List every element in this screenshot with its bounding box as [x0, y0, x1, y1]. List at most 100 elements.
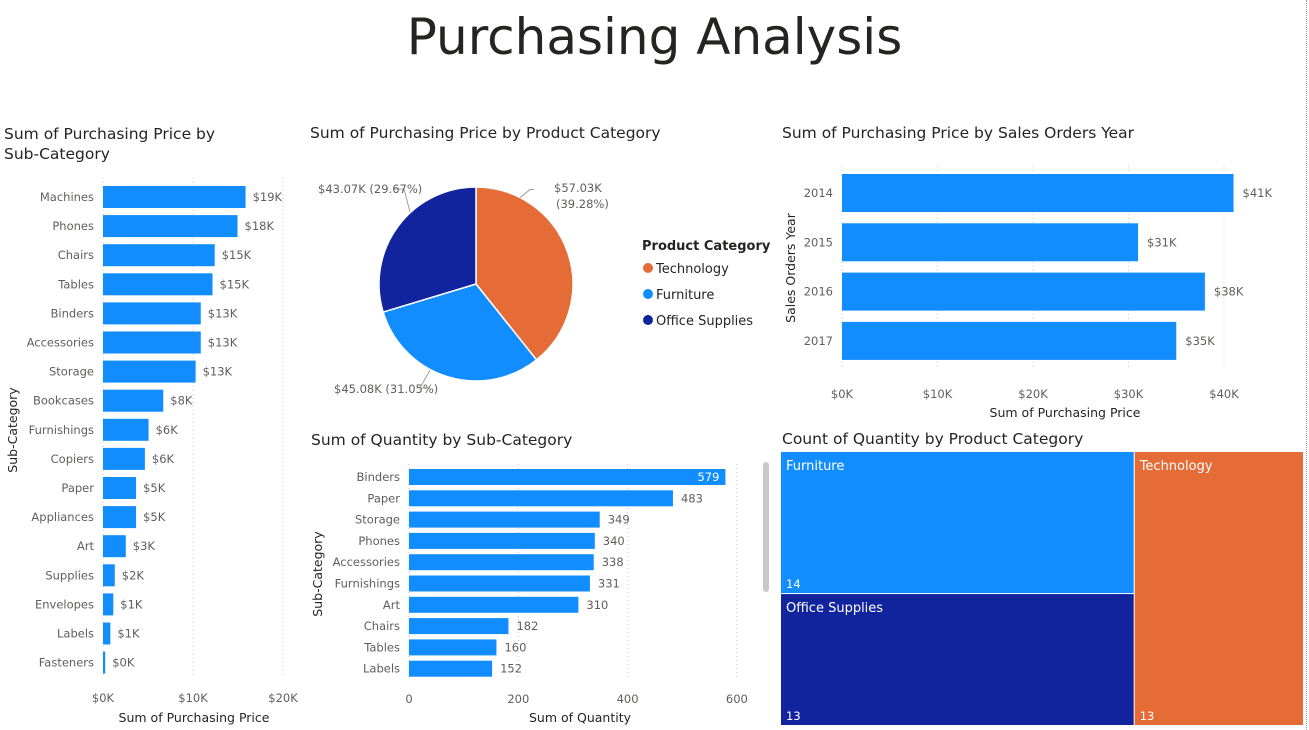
subcat-qty-x-tick: 400 — [617, 692, 639, 706]
subcat-price-data-label: $0K — [112, 656, 135, 670]
subcat-price-title-line1: Sum of Purchasing Price by — [4, 125, 216, 143]
subcat-price-bar — [103, 447, 145, 470]
subcat-price-bar — [103, 651, 106, 674]
subcat-qty-bar — [409, 639, 497, 656]
pie-legend-label: Office Supplies — [656, 314, 753, 329]
subcat-price-category-label: Accessories — [27, 336, 94, 350]
subcat-price-data-label: $13K — [208, 336, 238, 350]
treemap-tile-value: 14 — [786, 577, 801, 591]
subcat-qty-bar — [409, 554, 594, 571]
subcat-price-category-label: Copiers — [51, 452, 94, 466]
subcat-price-category-label: Phones — [52, 219, 94, 233]
year-price-bar — [842, 223, 1139, 262]
subcat-price-category-label: Machines — [40, 190, 94, 204]
year-price-bar — [842, 174, 1234, 212]
pie-slice-office-supplies — [378, 186, 477, 313]
subcat-price-bar — [103, 593, 114, 616]
subcat-price-category-label: Storage — [49, 365, 94, 379]
subcat-price-category-label: Furnishings — [29, 423, 94, 437]
pie-label-office-supplies: $43.07K (29.67%) — [318, 182, 422, 196]
subcat-qty-data-label: 152 — [500, 662, 522, 676]
subcat-price-category-label: Appliances — [31, 510, 94, 524]
subcat-qty-y-axis-label: Sub-Category — [310, 531, 325, 617]
subcat-price-category-label: Art — [77, 539, 95, 553]
subcat-price-bar — [103, 389, 164, 412]
subcat-qty-bar — [409, 596, 579, 613]
pie-label-furniture: $45.08K (31.05%) — [334, 382, 438, 396]
pie-label-technology-value: $57.03K — [554, 181, 602, 195]
subcat-qty-category-label: Art — [383, 598, 401, 612]
subcat-price-data-label: $1K — [117, 627, 140, 641]
pie-slice-technology — [475, 186, 574, 361]
subcat-price-title-line2: Sub-Category — [4, 145, 110, 163]
pie-label-technology-percent: (39.28%) — [556, 197, 609, 211]
year-price-category-label: 2017 — [804, 334, 833, 348]
page-title: Purchasing Analysis — [406, 8, 903, 66]
subcat-price-category-label: Paper — [61, 481, 94, 495]
pie-legend-title: Product Category — [642, 239, 770, 254]
subcat-qty-data-label: 349 — [608, 513, 630, 527]
subcat-price-bar — [103, 215, 238, 238]
subcat-price-y-axis-label: Sub-Category — [5, 387, 20, 473]
canvas-edge-divider — [1306, 0, 1307, 730]
subcat-price-data-label: $15K — [220, 277, 250, 291]
subcat-qty-bar — [409, 511, 600, 528]
pie-legend-label: Furniture — [656, 288, 714, 303]
pie-leader-technology — [519, 189, 534, 198]
subcat-qty-category-label: Storage — [355, 513, 400, 527]
year-price-x-tick: $30K — [1114, 387, 1144, 401]
subcat-qty-bar — [409, 469, 726, 485]
subcat-qty-title: Sum of Quantity by Sub-Category — [311, 431, 573, 449]
subcat-qty-bar — [409, 575, 590, 592]
subcat-price-category-label: Tables — [57, 277, 94, 291]
year-price-y-axis-label: Sales Orders Year — [783, 212, 798, 323]
subcat-price-data-label: $18K — [245, 219, 275, 233]
subcat-price-data-label: $5K — [143, 510, 166, 524]
subcat-price-bar — [103, 244, 215, 267]
pie-legend-marker — [643, 315, 653, 325]
subcat-price-bar — [103, 506, 137, 529]
treemap-tile-name: Technology — [1139, 459, 1213, 474]
pie-legend-marker — [643, 263, 653, 273]
year-price-category-label: 2015 — [804, 235, 833, 249]
subcat-price-bar — [103, 477, 137, 499]
treemap-tile-value: 13 — [786, 709, 801, 723]
subcat-price-chart[interactable]: Sum of Purchasing Price by Sub-Category — [4, 124, 284, 164]
treemap-tile-name: Office Supplies — [786, 601, 883, 616]
year-price-data-label: $41K — [1243, 186, 1273, 200]
subcat-qty-x-tick: 0 — [405, 692, 412, 706]
subcat-price-data-label: $1K — [120, 597, 143, 611]
treemap-plot[interactable]: Furniture 14 Office Supplies 13 Technology 13 — [780, 451, 1305, 726]
subcat-qty-category-label: Binders — [357, 470, 400, 484]
subcat-qty-data-label: 160 — [504, 640, 526, 654]
subcat-qty-bar — [409, 532, 595, 549]
year-price-x-tick: $0K — [831, 387, 854, 401]
subcat-price-bar — [103, 360, 196, 383]
pie-leader-furniture — [419, 369, 431, 389]
subcat-qty-category-label: Labels — [363, 662, 400, 676]
subcat-price-bar — [103, 535, 126, 558]
year-price-x-tick: $10K — [923, 387, 953, 401]
treemap-tile-technology — [1134, 452, 1303, 725]
subcat-price-data-label: $13K — [208, 306, 238, 320]
subcat-price-x-tick: $0K — [92, 691, 115, 705]
year-price-plot[interactable]: $0K $10K $20K $30K $40K 2014 $41K 2015 $31K 2016 $… — [775, 160, 1295, 430]
subcat-price-bar — [103, 418, 149, 441]
subcat-qty-data-label: 579 — [697, 470, 719, 484]
subcat-price-category-label: Envelopes — [35, 597, 94, 611]
subcat-qty-plot[interactable]: 0 200 400 600 Binders 579 Paper 483 Storage 349 Ph… — [300, 460, 780, 730]
category-pie-plot[interactable]: $57.03K (39.28%) $45.08K (31.05%) $43.07K (… — [300, 160, 770, 410]
subcat-price-bar — [103, 273, 213, 296]
subcat-qty-category-label: Accessories — [333, 555, 400, 569]
subcat-price-category-label: Labels — [57, 627, 94, 641]
year-price-data-label: $31K — [1147, 235, 1177, 249]
subcat-price-category-label: Binders — [51, 306, 94, 320]
subcat-price-data-label: $5K — [143, 481, 166, 495]
year-price-data-label: $35K — [1185, 334, 1215, 348]
subcat-price-data-label: $15K — [222, 248, 252, 262]
pie-slice-furniture — [382, 283, 538, 382]
subcat-price-data-label: $3K — [133, 539, 156, 553]
subcat-price-plot[interactable]: $0K $10K $20K Machines $19K Phones $18K Chairs $… — [0, 170, 300, 730]
category-pie-title: Sum of Purchasing Price by Product Categ… — [310, 124, 661, 142]
year-price-bar — [842, 321, 1177, 360]
